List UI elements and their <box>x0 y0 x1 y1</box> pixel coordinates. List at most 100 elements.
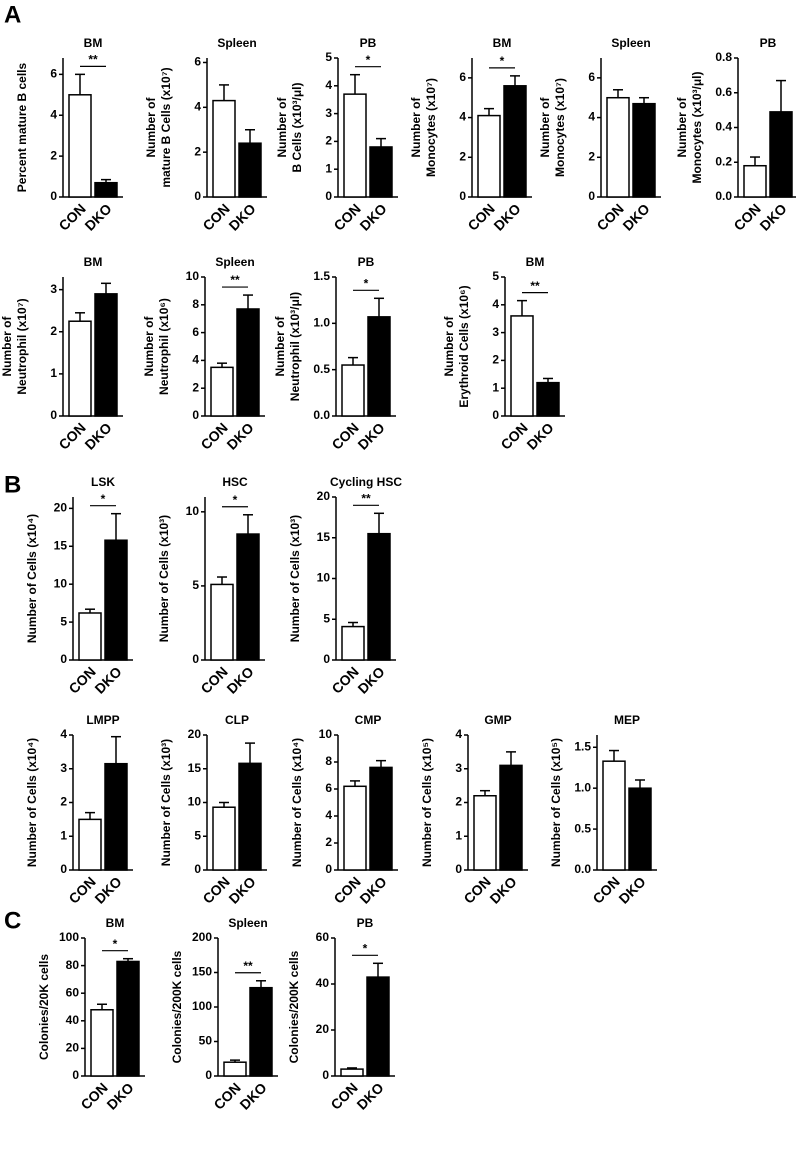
x-tick-label: CON <box>55 419 88 452</box>
y-tick-label: 40 <box>316 976 330 990</box>
bar <box>238 762 262 871</box>
y-tick-label: 0.2 <box>715 154 732 168</box>
bar <box>223 1061 247 1077</box>
bar <box>68 94 92 198</box>
y-tick-label: 2 <box>325 835 332 849</box>
x-tick-label: CON <box>593 200 626 233</box>
significance: * <box>233 493 238 507</box>
y-tick-label: 0.0 <box>574 862 591 876</box>
y-axis-label: Erythroid Cells (x10⁶) <box>457 285 471 407</box>
y-tick-label: 0 <box>60 862 67 876</box>
y-tick-label: 2 <box>50 324 57 338</box>
y-tick-label: 80 <box>66 958 80 972</box>
y-axis-label: Number of Cells (x10⁴) <box>25 514 39 643</box>
y-tick-label: 100 <box>192 999 212 1013</box>
bar <box>503 85 527 198</box>
y-tick-label: 0.5 <box>574 821 591 835</box>
y-tick-label: 20 <box>66 1041 80 1055</box>
y-tick-label: 0.8 <box>715 50 732 64</box>
bar <box>769 111 793 198</box>
y-axis-label: Number of <box>144 96 158 157</box>
x-tick-label: DKO <box>486 873 519 906</box>
x-tick-label: DKO <box>225 200 258 233</box>
y-tick-label: 4 <box>192 353 199 367</box>
chart-title: Spleen <box>217 36 256 50</box>
y-tick-label: 2 <box>455 795 462 809</box>
y-tick-label: 0.6 <box>715 85 732 99</box>
x-tick-label: DKO <box>223 663 256 696</box>
y-tick-label: 5 <box>492 269 499 283</box>
y-tick-label: 4 <box>325 78 332 92</box>
bar <box>369 766 393 871</box>
x-tick-label: DKO <box>103 1079 136 1112</box>
x-tick-label: CON <box>464 200 497 233</box>
x-tick-label: DKO <box>356 873 389 906</box>
x-tick-label: DKO <box>353 1079 386 1112</box>
x-tick-label: DKO <box>223 419 256 452</box>
chart-title: LSK <box>91 475 115 489</box>
x-tick-label: CON <box>327 1079 360 1112</box>
y-tick-label: 0 <box>588 189 595 203</box>
y-axis-label: Colonies/200K cells <box>170 950 184 1063</box>
significance: ** <box>530 279 540 293</box>
y-tick-label: 0 <box>492 408 499 422</box>
chart-title: HSC <box>222 475 248 489</box>
y-tick-label: 2 <box>459 149 466 163</box>
x-tick-label: CON <box>497 419 530 452</box>
y-axis-label: B Cells (x10³/μl) <box>290 82 304 172</box>
x-tick-label: CON <box>199 200 232 233</box>
y-tick-label: 5 <box>60 614 67 628</box>
y-tick-label: 0 <box>455 862 462 876</box>
significance: * <box>364 276 369 290</box>
y-axis-label: Number of Cells (x10³) <box>157 515 171 642</box>
panel-label: B <box>4 471 21 498</box>
x-tick-label: DKO <box>619 200 652 233</box>
y-tick-label: 6 <box>194 55 201 69</box>
y-tick-label: 1 <box>325 161 332 175</box>
y-tick-label: 0 <box>323 652 330 666</box>
y-tick-label: 50 <box>199 1034 213 1048</box>
y-tick-label: 1.0 <box>574 780 591 794</box>
bar <box>510 315 534 417</box>
y-tick-label: 5 <box>194 828 201 842</box>
bar <box>606 96 630 198</box>
significance: ** <box>361 491 371 505</box>
bar <box>104 539 128 661</box>
bar <box>249 986 273 1077</box>
y-tick-label: 0.0 <box>715 189 732 203</box>
y-axis-label: Number of <box>442 315 456 376</box>
y-tick-label: 2 <box>192 380 199 394</box>
y-tick-label: 1 <box>455 828 462 842</box>
y-axis-label: Number of <box>675 96 689 157</box>
y-tick-label: 6 <box>459 70 466 84</box>
chart-title: LMPP <box>86 713 119 727</box>
y-axis-label: Monocytes (x10⁷) <box>424 78 438 177</box>
y-axis-label: Number of Cells (x10⁴) <box>290 738 304 867</box>
x-tick-label: CON <box>65 873 98 906</box>
y-tick-label: 15 <box>188 761 202 775</box>
chart-title: BM <box>106 916 125 930</box>
y-tick-label: 5 <box>325 50 332 64</box>
bar <box>210 583 234 661</box>
bar <box>536 381 560 417</box>
y-tick-label: 2 <box>492 353 499 367</box>
y-tick-label: 15 <box>54 538 68 552</box>
bar <box>212 99 236 198</box>
x-tick-label: DKO <box>354 663 387 696</box>
y-tick-label: 10 <box>186 269 200 283</box>
chart-title: MEP <box>614 713 640 727</box>
y-tick-label: 2 <box>325 134 332 148</box>
bar <box>477 114 501 198</box>
y-tick-label: 0 <box>325 862 332 876</box>
x-tick-label: CON <box>197 419 230 452</box>
chart-title: CLP <box>225 713 249 727</box>
y-tick-label: 4 <box>194 99 201 113</box>
y-axis-label: Number of <box>275 96 289 157</box>
chart-title: Spleen <box>228 916 267 930</box>
y-tick-label: 20 <box>316 1022 330 1036</box>
y-tick-label: 10 <box>186 504 200 518</box>
x-tick-label: DKO <box>225 873 258 906</box>
bar <box>473 795 497 871</box>
chart-title: BM <box>493 36 512 50</box>
x-tick-label: DKO <box>490 200 523 233</box>
